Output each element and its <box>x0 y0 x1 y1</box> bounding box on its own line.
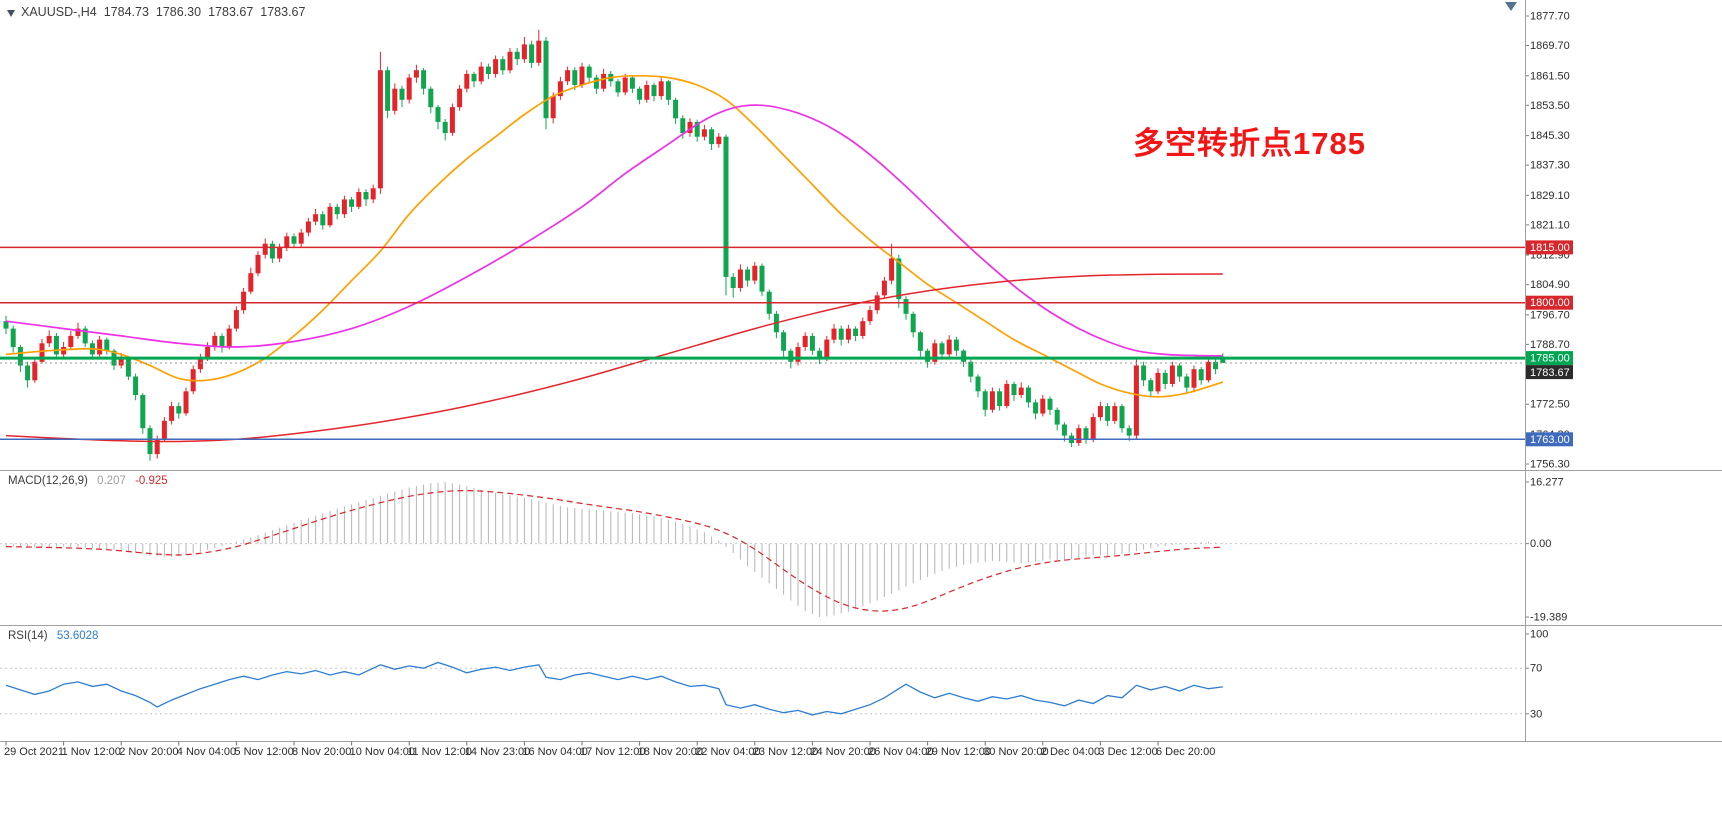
svg-text:1756.30: 1756.30 <box>1530 459 1570 471</box>
svg-text:2 Dec 04:00: 2 Dec 04:00 <box>1041 746 1100 758</box>
svg-text:16.277: 16.277 <box>1530 477 1564 489</box>
chart-title: XAUUSD-,H4 1784.73 1786.30 1783.67 1783.… <box>7 5 312 19</box>
time-scale[interactable] <box>0 742 1722 762</box>
moving-averages-layer <box>5 74 1224 443</box>
candles-layer <box>3 29 1226 461</box>
svg-text:30 Nov 20:00: 30 Nov 20:00 <box>983 746 1048 758</box>
svg-text:1815.00: 1815.00 <box>1530 242 1570 254</box>
svg-text:29 Nov 12:00: 29 Nov 12:00 <box>926 746 991 758</box>
svg-text:0.00: 0.00 <box>1530 538 1551 550</box>
svg-text:30: 30 <box>1530 708 1542 720</box>
rsi-line <box>5 661 1223 716</box>
svg-text:23 Nov 12:00: 23 Nov 12:00 <box>753 746 818 758</box>
svg-text:8 Nov 20:00: 8 Nov 20:00 <box>292 746 351 758</box>
svg-text:11 Nov 12:00: 11 Nov 12:00 <box>407 746 472 758</box>
macd-signal-value: -0.925 <box>135 475 168 487</box>
rsi-value: 53.6028 <box>56 630 99 642</box>
rsi-title: RSI(14) <box>8 630 48 642</box>
fast-ma-line <box>5 74 1224 398</box>
macd-signal-line <box>5 489 1223 612</box>
macd-main-value: 0.207 <box>97 475 126 487</box>
svg-text:1785.00: 1785.00 <box>1530 353 1570 365</box>
high-value: 1786.30 <box>155 5 202 19</box>
rsi-panel <box>0 661 1525 716</box>
svg-text:22 Nov 04:00: 22 Nov 04:00 <box>695 746 760 758</box>
svg-text:100: 100 <box>1530 629 1548 641</box>
svg-text:1796.70: 1796.70 <box>1530 309 1570 321</box>
svg-text:1853.50: 1853.50 <box>1530 100 1570 112</box>
svg-text:24 Nov 20:00: 24 Nov 20:00 <box>810 746 875 758</box>
price-scale[interactable] <box>1526 0 1722 741</box>
panel-borders <box>0 0 1722 742</box>
svg-text:1869.70: 1869.70 <box>1530 40 1570 52</box>
svg-text:70: 70 <box>1530 663 1542 675</box>
svg-text:1845.30: 1845.30 <box>1530 130 1570 142</box>
svg-text:10 Nov 04:00: 10 Nov 04:00 <box>350 746 415 758</box>
symbol-timeframe-label: XAUUSD-,H4 <box>21 5 97 19</box>
svg-text:18 Nov 20:00: 18 Nov 20:00 <box>638 746 703 758</box>
svg-text:17 Nov 12:00: 17 Nov 12:00 <box>580 746 645 758</box>
svg-text:1861.50: 1861.50 <box>1530 70 1570 82</box>
macd-indicator-label: MACD(12,26,9) 0.207 -0.925 <box>8 475 174 487</box>
svg-text:1783.67: 1783.67 <box>1530 367 1570 379</box>
svg-text:1821.10: 1821.10 <box>1530 219 1570 231</box>
svg-text:4 Nov 04:00: 4 Nov 04:00 <box>177 746 236 758</box>
svg-text:3 Dec 12:00: 3 Dec 12:00 <box>1098 746 1157 758</box>
macd-title: MACD(12,26,9) <box>8 475 88 487</box>
price-level-badges: 1815.00 1800.00 1785.00 1763.00 1783.67 <box>1526 240 1573 447</box>
low-value: 1783.67 <box>208 5 254 19</box>
pivot-annotation-text[interactable]: 多空转折点1785 <box>1133 126 1366 161</box>
svg-text:5 Nov 12:00: 5 Nov 12:00 <box>234 746 293 758</box>
svg-text:6 Dec 20:00: 6 Dec 20:00 <box>1156 746 1215 758</box>
close-value: 1783.67 <box>260 5 306 19</box>
svg-text:14 Nov 23:00: 14 Nov 23:00 <box>465 746 530 758</box>
horizontal-levels-layer <box>0 246 1525 441</box>
current-price-badge <box>1526 365 1573 380</box>
macd-panel <box>0 482 1525 617</box>
rsi-axis-labels: 100 70 30 <box>1525 629 1548 720</box>
chart-symbol-icon <box>7 9 15 17</box>
svg-text:1772.50: 1772.50 <box>1530 399 1570 411</box>
svg-text:1829.10: 1829.10 <box>1530 190 1570 202</box>
svg-text:1 Nov 12:00: 1 Nov 12:00 <box>62 746 121 758</box>
svg-text:1800.00: 1800.00 <box>1530 297 1570 309</box>
slow-ma-line <box>5 273 1223 443</box>
svg-text:1788.70: 1788.70 <box>1530 339 1570 351</box>
svg-text:1877.70: 1877.70 <box>1530 11 1570 23</box>
svg-text:16 Nov 04:00: 16 Nov 04:00 <box>522 746 587 758</box>
macd-histogram <box>5 482 1224 617</box>
open-value: 1784.73 <box>103 5 149 19</box>
svg-text:1804.90: 1804.90 <box>1530 279 1570 291</box>
chart-shift-icon[interactable] <box>1505 2 1517 11</box>
svg-text:1837.30: 1837.30 <box>1530 160 1570 172</box>
medium-ma-line <box>5 104 1223 357</box>
svg-text:1763.00: 1763.00 <box>1530 434 1570 446</box>
svg-text:2 Nov 20:00: 2 Nov 20:00 <box>119 746 178 758</box>
macd-axis-labels: 16.277 0.00 -19.389 <box>1525 477 1567 624</box>
svg-text:-19.389: -19.389 <box>1530 612 1567 624</box>
rsi-indicator-label: RSI(14) 53.6028 <box>8 630 104 642</box>
svg-text:29 Oct 2021: 29 Oct 2021 <box>4 746 64 758</box>
svg-text:26 Nov 04:00: 26 Nov 04:00 <box>868 746 933 758</box>
